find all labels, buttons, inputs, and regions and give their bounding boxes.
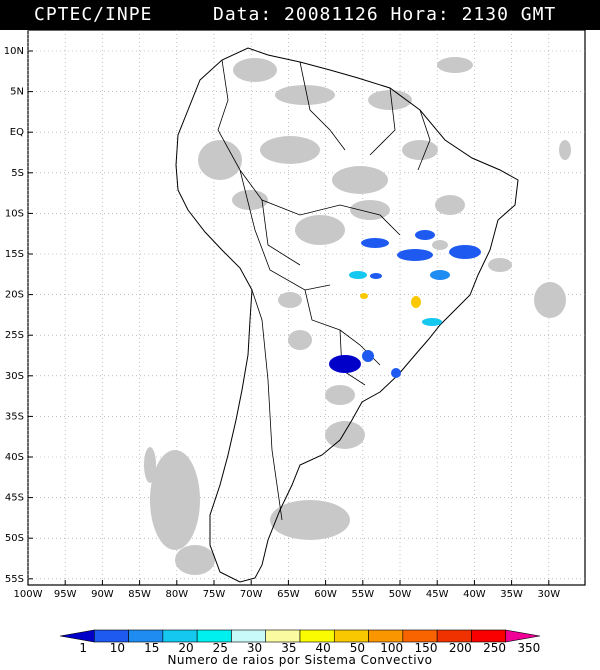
legend-label: 350 <box>517 641 540 655</box>
longitude-labels: 100W 95W 90W 85W 80W 75W 70W 65W 60W 55W 50W 45W 40W… <box>14 589 561 600</box>
latitude-labels: 10N 5N EQ 5S 10S 15S 20S 25S 30S 35S 40S 45S 50S 55S <box>4 46 24 585</box>
legend-label: 30 <box>247 641 262 655</box>
lon-tick-label: 70W <box>240 589 263 600</box>
lon-tick-label: 80W <box>165 589 188 600</box>
lon-tick-label: 55W <box>351 589 374 600</box>
legend-swatch <box>59 629 95 643</box>
lon-tick-label: 95W <box>54 589 77 600</box>
legend-label: 200 <box>449 641 472 655</box>
source-label: CPTEC/INPE <box>34 4 153 25</box>
lon-tick-label: 100W <box>14 589 43 600</box>
legend-label: 1 <box>79 641 87 655</box>
lat-tick-label: 15S <box>5 249 24 260</box>
legend-label: 250 <box>483 641 506 655</box>
convective-systems <box>329 230 481 378</box>
lon-tick-label: 40W <box>463 589 486 600</box>
datetime-label: Data: 20081126 Hora: 2130 GMT <box>213 4 557 25</box>
cloud-cover <box>144 57 571 575</box>
legend-label: 10 <box>110 641 125 655</box>
legend-label: 20 <box>178 641 193 655</box>
lat-tick-label: 10N <box>4 46 24 57</box>
legend-label: 100 <box>380 641 403 655</box>
country-borders <box>217 59 431 521</box>
lat-tick-label: 40S <box>5 452 24 463</box>
lat-tick-label: 20S <box>5 290 24 301</box>
legend: 1 10 15 20 25 30 35 40 50 100 150 200 250 350 <box>59 629 541 655</box>
lat-tick-label: EQ <box>10 127 24 138</box>
lon-tick-label: 45W <box>426 589 449 600</box>
lon-tick-label: 85W <box>128 589 151 600</box>
lon-tick-label: 35W <box>500 589 523 600</box>
lon-tick-label: 30W <box>537 589 560 600</box>
legend-swatch <box>505 629 541 643</box>
lat-tick-label: 45S <box>5 493 24 504</box>
legend-label: 15 <box>144 641 159 655</box>
map-frame <box>27 29 586 586</box>
lat-tick-label: 10S <box>5 208 24 219</box>
lat-tick-label: 55S <box>5 574 24 585</box>
legend-label: 25 <box>213 641 228 655</box>
lon-tick-label: 60W <box>314 589 337 600</box>
lat-tick-label: 5S <box>11 168 24 179</box>
lat-tick-label: 50S <box>5 533 24 544</box>
map-header: CPTEC/INPE Data: 20081126 Hora: 2130 GMT <box>0 0 600 30</box>
legend-label: 40 <box>316 641 331 655</box>
legend-label: 50 <box>350 641 365 655</box>
map-grid <box>27 30 585 585</box>
lon-tick-label: 75W <box>203 589 226 600</box>
continent-outline <box>175 47 519 583</box>
legend-label: 35 <box>281 641 296 655</box>
lat-tick-label: 30S <box>5 371 24 382</box>
lat-tick-label: 25S <box>5 330 24 341</box>
lat-tick-label: 5N <box>10 87 24 98</box>
legend-label: 150 <box>415 641 438 655</box>
lon-tick-label: 65W <box>277 589 300 600</box>
lat-tick-label: 35S <box>5 411 24 422</box>
lon-tick-label: 90W <box>91 589 114 600</box>
lon-tick-label: 50W <box>389 589 412 600</box>
legend-title: Numero de raios por Sistema Convectivo <box>167 653 432 667</box>
